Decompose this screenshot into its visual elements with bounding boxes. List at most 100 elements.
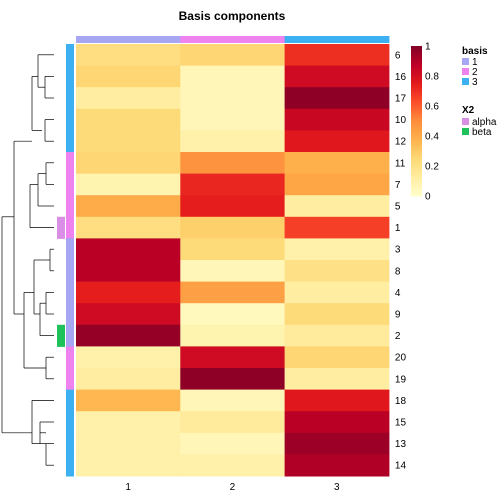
row-annotation-basis2-upper (66, 152, 74, 238)
heatmap-cell-r6-c2 (180, 44, 285, 66)
heatmap-cell-r16-c3 (285, 66, 390, 88)
heatmap-cell-r1-c3 (285, 217, 390, 239)
colorbar-tick-0.2: 0.2 (425, 162, 439, 173)
heatmap-cell-r5-c3 (285, 195, 390, 217)
heatmap-cell-r5-c2 (180, 195, 285, 217)
row-label-4: 4 (395, 288, 401, 299)
heatmap-cell-r2-c1 (76, 325, 181, 347)
legend-basis-label-3: 3 (472, 77, 478, 88)
row-label-11: 11 (395, 158, 406, 169)
heatmap-cell-r9-c2 (180, 303, 285, 325)
column-annotation-strip (76, 36, 389, 43)
row-labels: 6161710121175138492201918151314 (395, 50, 407, 471)
colorbar-tick-0.4: 0.4 (425, 132, 439, 143)
row-label-9: 9 (395, 310, 401, 321)
row-annotation-basis-12 (66, 130, 74, 152)
heatmap-cell-r19-c2 (180, 368, 285, 390)
heatmap-cell-r2-c2 (180, 325, 285, 347)
row-label-20: 20 (395, 353, 407, 364)
heatmap-cell-r10-c2 (180, 109, 285, 131)
heatmap-cell-r7-c1 (76, 174, 181, 196)
heatmap-cell-r8-c1 (76, 260, 181, 282)
row-label-5: 5 (395, 202, 401, 213)
heatmap-cell-r17-c2 (180, 87, 285, 109)
heatmap-cell-r10-c1 (76, 109, 181, 131)
column-label-2: 2 (230, 482, 236, 493)
heatmap-cell-r19-c1 (76, 368, 181, 390)
heatmap-cell-r18-c3 (285, 390, 390, 412)
heatmap-cell-r14-c1 (76, 454, 181, 476)
row-annotation-basis-9 (66, 303, 74, 325)
heatmap-cell-r15-c1 (76, 411, 181, 433)
heatmap-cell-r11-c3 (285, 152, 390, 174)
heatmap-cell-r6-c3 (285, 44, 390, 66)
heatmap-cell-r15-c2 (180, 411, 285, 433)
heatmap-cell-r9-c1 (76, 303, 181, 325)
heatmap-cell-r12-c1 (76, 130, 181, 152)
heatmap-cell-r18-c1 (76, 390, 181, 412)
heatmap-cell-r13-c1 (76, 433, 181, 455)
heatmap-cell-r14-c2 (180, 454, 285, 476)
heatmap-cell-r11-c2 (180, 152, 285, 174)
row-annotation-basis-3 (66, 238, 74, 260)
legend-x2-label-beta: beta (472, 127, 492, 138)
row-annotation-basis-13 (66, 433, 74, 455)
column-label-1: 1 (125, 482, 131, 493)
row-label-17: 17 (395, 94, 407, 105)
row-label-7: 7 (395, 180, 401, 191)
row-label-10: 10 (395, 115, 407, 126)
heatmap-cell-r6-c1 (76, 44, 181, 66)
row-label-15: 15 (395, 418, 407, 429)
heatmap-cell-r17-c1 (76, 87, 181, 109)
legend-x2-title: X2 (462, 105, 475, 116)
legend-x2-swatch-alpha (462, 118, 469, 125)
heatmap-cell-r19-c3 (285, 368, 390, 390)
heatmap-cell-r7-c2 (180, 174, 285, 196)
row-label-16: 16 (395, 72, 407, 83)
row-annotation-x2-alpha (57, 217, 65, 239)
colorbar-tick-0.8: 0.8 (425, 72, 439, 83)
heatmap-cell-r1-c2 (180, 217, 285, 239)
row-label-18: 18 (395, 396, 407, 407)
legend-x2-swatch-beta (462, 128, 469, 135)
row-annotation-strip (57, 44, 74, 477)
colorbar-tick-1: 1 (425, 42, 431, 53)
row-label-12: 12 (395, 137, 407, 148)
colorbar-tick-0.6: 0.6 (425, 102, 439, 113)
column-annotation-1 (76, 36, 181, 43)
row-annotation-basis-4 (66, 282, 74, 304)
row-annotation-basis-17 (66, 87, 74, 109)
heatmap-cell-r2-c3 (285, 325, 390, 347)
row-label-14: 14 (395, 461, 407, 472)
colorbar-tick-0: 0 (425, 192, 431, 203)
row-annotation-basis-8 (66, 260, 74, 282)
row-label-2: 2 (395, 331, 401, 342)
heatmap-cell-r16-c2 (180, 66, 285, 88)
heatmap-cell-r18-c2 (180, 390, 285, 412)
legend-basis-swatch-1 (462, 58, 469, 65)
row-annotation-x2-beta (57, 325, 65, 347)
row-label-6: 6 (395, 50, 401, 61)
heatmap-cell-r9-c3 (285, 303, 390, 325)
heatmap-cells (76, 44, 389, 477)
row-label-3: 3 (395, 245, 401, 256)
row-annotation-basis-16 (66, 66, 74, 88)
heatmap-cell-r20-c1 (76, 346, 181, 368)
heatmap-cell-r12-c2 (180, 130, 285, 152)
row-annotation-basis-2 (66, 325, 74, 347)
heatmap-cell-r13-c2 (180, 433, 285, 455)
heatmap-cell-r13-c3 (285, 433, 390, 455)
heatmap-cell-r12-c3 (285, 130, 390, 152)
row-annotation-basis-15 (66, 411, 74, 433)
row-annotation-basis-6 (66, 44, 74, 66)
heatmap-cell-r4-c2 (180, 282, 285, 304)
heatmap-cell-r3-c2 (180, 238, 285, 260)
row-annotation-basis2-lower (66, 346, 74, 389)
chart-title: Basis components (179, 9, 286, 23)
row-annotation-basis-14 (66, 454, 74, 476)
heatmap-cell-r8-c2 (180, 260, 285, 282)
heatmap-cell-r7-c3 (285, 174, 390, 196)
colorbar-segment (411, 194, 422, 197)
legend-basis-swatch-3 (462, 78, 469, 85)
